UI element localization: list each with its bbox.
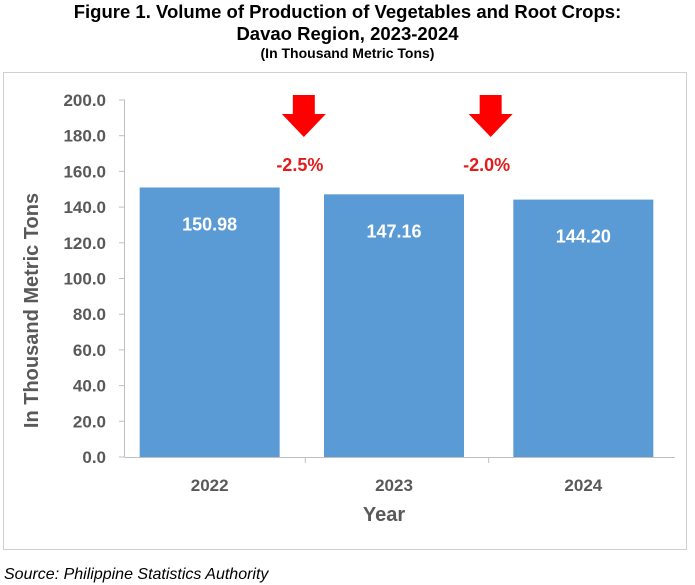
chart-title-line-1: Figure 1. Volume of Production of Vegeta…	[73, 1, 622, 22]
x-axis-title: Year	[363, 504, 405, 526]
data-label: 147.16	[366, 221, 421, 241]
y-tick-label: 80.0	[73, 305, 106, 324]
y-axis-title: In Thousand Metric Tons	[21, 193, 43, 428]
y-tick-label: 160.0	[63, 162, 106, 181]
bar-2023	[324, 194, 464, 457]
chart-title-line-2: Davao Region, 2023-2024	[236, 23, 459, 44]
y-tick-label: 40.0	[73, 377, 106, 396]
change-label: -2.0%	[463, 155, 510, 175]
y-tick-label: 100.0	[63, 270, 106, 289]
bar-chart: 0.0 20.0 40.0 60.0 80.0 100.0 120.0 140.0 160.0 1…	[21, 91, 675, 526]
source-note: Source: Philippine Statistics Authority	[4, 566, 269, 583]
y-tick-label: 20.0	[73, 412, 106, 431]
y-tick-label: 180.0	[63, 127, 106, 146]
y-tick-label: 0.0	[82, 448, 106, 467]
down-arrow-icon	[468, 95, 513, 137]
chart-subtitle: (In Thousand Metric Tons)	[260, 45, 435, 61]
x-tick-label: 2023	[375, 476, 413, 495]
y-tick-label: 60.0	[73, 341, 106, 360]
x-tick-label: 2022	[191, 476, 229, 495]
y-tick-label: 140.0	[63, 198, 106, 217]
change-label: -2.5%	[276, 155, 323, 175]
y-tick-label: 120.0	[63, 234, 106, 253]
bar-2024	[513, 199, 654, 457]
down-arrow-icon	[281, 95, 326, 137]
data-label: 150.98	[182, 215, 237, 235]
bar-2022	[139, 187, 280, 457]
data-label: 144.20	[556, 227, 611, 247]
y-tick-label: 200.0	[63, 91, 106, 110]
x-tick-label: 2024	[564, 476, 602, 495]
